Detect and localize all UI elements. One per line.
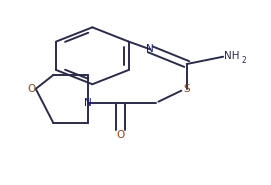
Text: O: O — [28, 84, 36, 94]
Text: NH: NH — [224, 51, 240, 61]
Text: O: O — [117, 130, 125, 140]
Text: S: S — [183, 84, 190, 94]
Text: 2: 2 — [241, 56, 246, 65]
Text: N: N — [146, 44, 154, 54]
Text: N: N — [85, 98, 92, 108]
